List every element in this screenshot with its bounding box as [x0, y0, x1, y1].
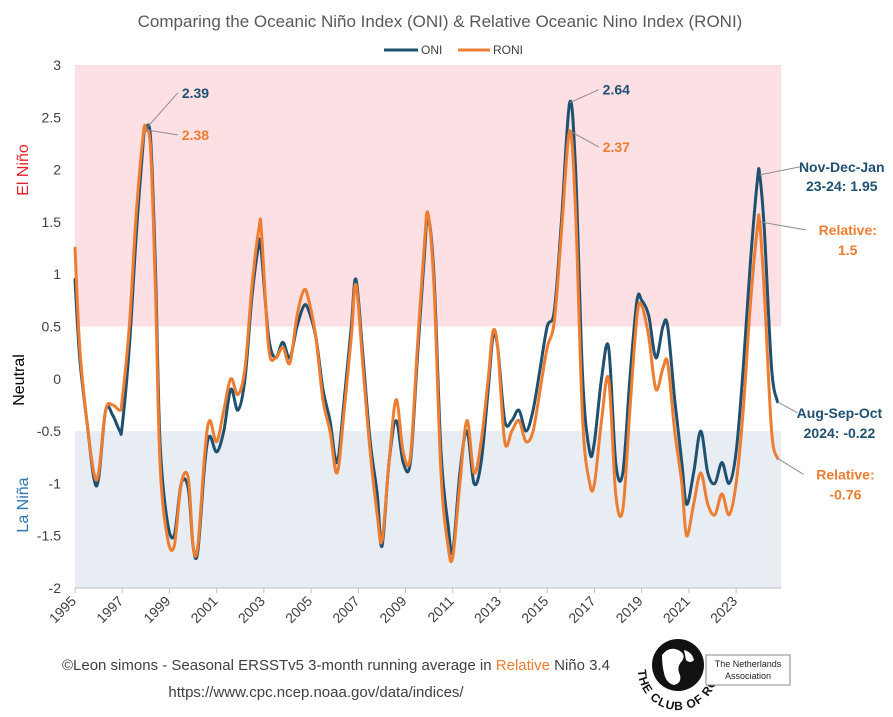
- y-tick-label: -1.5: [37, 528, 61, 544]
- annotation-leader-line: [145, 129, 178, 136]
- zone-band-0: [75, 65, 781, 327]
- x-axis-ticks: 1995 1997 1999 2001 2003 2005 2007 2009 2011 2013…: [46, 588, 740, 626]
- logo-tag-line1: The Netherlands: [715, 659, 782, 669]
- zone-band-2: [75, 431, 781, 588]
- x-tick-label: 2013: [471, 593, 504, 626]
- x-tick-label: 2005: [282, 593, 315, 626]
- annotation-label: 2.39: [182, 85, 209, 101]
- globe-continent-icon: [662, 648, 684, 685]
- legend-label-roni: RONI: [493, 43, 523, 57]
- x-tick-label: 2007: [329, 593, 362, 626]
- annotation-leader-line: [777, 401, 798, 414]
- annotation-label: Nov-Dec-Jan: [799, 159, 885, 175]
- x-tick-label: 1997: [93, 593, 126, 626]
- annotation-leader-line: [569, 130, 599, 148]
- series-lines: [73, 99, 779, 564]
- y-axis-ticks: 3 2.5 2 1.5 1 0.5 0 -0.5 -1 -1.5 -2: [37, 57, 61, 596]
- y-tick-label: 0.5: [42, 319, 62, 335]
- annotation-leader-line: [145, 92, 179, 130]
- logo-tag: [705, 654, 791, 686]
- x-tick-label: 2011: [424, 593, 457, 626]
- y-tick-label: 1.5: [42, 214, 62, 230]
- zone-label-1: Neutral: [11, 354, 28, 406]
- y-tick-label: -1: [49, 475, 62, 491]
- footer-credit-highlight: Relative: [496, 657, 550, 674]
- chart-title: Comparing the Oceanic Niño Index (ONI) &…: [138, 12, 743, 31]
- footer-credit: ©Leon simons - Seasonal ERSSTv5 3-month …: [62, 657, 610, 674]
- logo-tag-line2: Association: [725, 671, 771, 681]
- footer-credit-suffix: Niño 3.4: [550, 657, 610, 674]
- x-tick-label: 1999: [140, 593, 173, 626]
- zone-label-0: El Niño: [15, 144, 32, 196]
- y-tick-label: 0: [53, 371, 61, 387]
- annotation-label: 23-24: 1.95: [806, 178, 878, 194]
- annotation-label: Relative:: [816, 466, 874, 482]
- x-tick-label: 2023: [707, 593, 740, 626]
- annotation-label: Relative:: [819, 222, 877, 238]
- y-tick-label: 1: [53, 266, 61, 282]
- footer-credit-prefix: ©Leon simons - Seasonal ERSSTv5 3-month …: [62, 657, 496, 674]
- x-tick-label: 2009: [376, 593, 409, 626]
- annotations: 2.39 2.38 2.64 2.37 Nov-Dec-Jan 23-24: 1.95 Re…: [145, 82, 885, 502]
- annotation-leader-line: [777, 457, 804, 475]
- y-tick-label: -2: [49, 580, 62, 596]
- annotation-label: 2.38: [182, 127, 209, 143]
- y-tick-label: 2: [53, 162, 61, 178]
- x-tick-label: 2003: [235, 593, 268, 626]
- zone-label-2: La Niña: [15, 477, 32, 532]
- legend: ONI RONI: [384, 43, 523, 57]
- legend-label-oni: ONI: [421, 43, 442, 57]
- x-tick-label: 2017: [565, 593, 598, 626]
- y-tick-label: -0.5: [37, 423, 61, 439]
- annotation-label: Aug-Sep-Oct: [797, 405, 883, 421]
- annotation-leader-line: [569, 89, 599, 104]
- y-tick-label: 2.5: [42, 109, 62, 125]
- annotation-leader-line: [759, 221, 806, 231]
- x-tick-label: 2001: [187, 593, 220, 626]
- zone-bands: [75, 65, 781, 588]
- footer-url: https://www.cpc.ncep.noaa.gov/data/indic…: [168, 684, 464, 701]
- annotation-label: -0.76: [829, 486, 861, 502]
- x-tick-label: 2019: [612, 593, 645, 626]
- annotation-label: 1.5: [838, 242, 858, 258]
- zone-labels: El Niño Neutral La Niña: [11, 144, 32, 532]
- y-tick-label: 3: [53, 57, 61, 73]
- annotation-label: 2024: -0.22: [804, 425, 876, 441]
- annotation-label: 2.64: [603, 82, 630, 98]
- x-tick-label: 1995: [46, 593, 79, 626]
- annotation-leader-line: [759, 166, 800, 176]
- zone-band-1: [75, 326, 781, 432]
- annotation-label: 2.37: [603, 139, 630, 155]
- x-tick-label: 2021: [660, 593, 693, 626]
- x-tick-label: 2015: [518, 593, 551, 626]
- gridlines: [75, 587, 781, 589]
- series-line-roni: [73, 123, 779, 564]
